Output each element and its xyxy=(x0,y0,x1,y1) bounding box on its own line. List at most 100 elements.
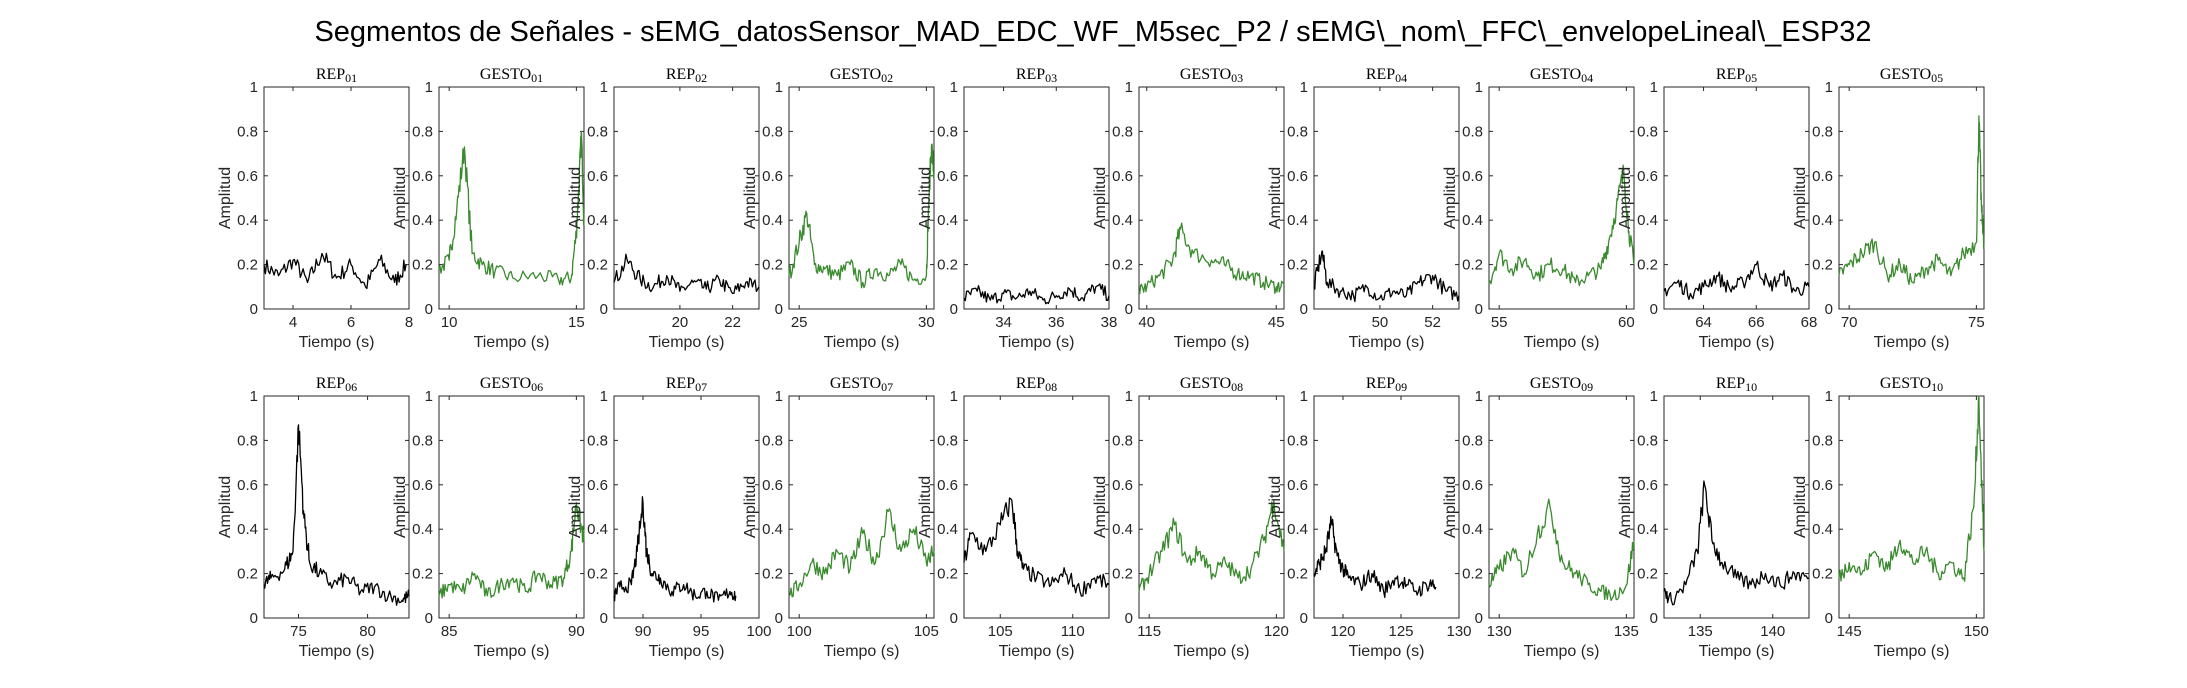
x-tick-label: 68 xyxy=(1801,314,1818,331)
y-tick-label: 1 xyxy=(600,388,608,405)
x-axis-label: Tiempo (s) xyxy=(1349,334,1425,351)
y-tick-label: 0.6 xyxy=(1637,477,1658,494)
axes-box xyxy=(1838,86,1985,310)
signal-line xyxy=(1313,250,1460,303)
y-tick-label: 1 xyxy=(1650,79,1658,96)
y-tick-label: 1 xyxy=(1475,388,1483,405)
panel-title: REP08 xyxy=(1016,375,1057,394)
panel-gesto-01: GESTO01 0 0.2 0.4 0.6 0.8 1 10 15 Tiempo (s) Ampli… xyxy=(392,66,585,351)
y-tick-label: 0.4 xyxy=(412,212,433,229)
y-tick-label: 0.8 xyxy=(1462,432,1483,449)
y-tick-label: 0.8 xyxy=(1462,123,1483,140)
y-axis-label: Amplitud xyxy=(1617,167,1634,229)
x-tick-label: 115 xyxy=(1137,623,1161,640)
y-tick-label: 0.2 xyxy=(937,566,958,583)
y-tick-label: 0.6 xyxy=(587,477,608,494)
y-tick-label: 1 xyxy=(1300,388,1308,405)
x-axis-label: Tiempo (s) xyxy=(824,334,900,351)
y-tick-label: 0.2 xyxy=(1812,566,1833,583)
x-tick-label: 100 xyxy=(746,623,771,640)
y-tick-label: 0 xyxy=(425,610,433,627)
y-tick-label: 1 xyxy=(1825,79,1833,96)
x-axis-label: Tiempo (s) xyxy=(824,643,900,660)
x-tick-label: 20 xyxy=(672,314,689,331)
y-tick-label: 0.6 xyxy=(762,477,783,494)
x-tick-label: 64 xyxy=(1695,314,1712,331)
y-tick-label: 0.6 xyxy=(1812,168,1833,185)
y-tick-label: 0.8 xyxy=(237,123,258,140)
x-tick-label: 85 xyxy=(441,623,458,640)
y-tick-label: 0.2 xyxy=(1462,257,1483,274)
x-tick-label: 135 xyxy=(1688,623,1713,640)
signal-line xyxy=(1838,395,1985,582)
panel-title: GESTO08 xyxy=(1180,375,1243,394)
y-tick-label: 0.6 xyxy=(237,477,258,494)
y-axis-label: Amplitud xyxy=(1442,476,1459,538)
panel-title: REP07 xyxy=(666,375,707,394)
y-tick-label: 0.2 xyxy=(762,566,783,583)
axes-box xyxy=(613,86,760,310)
y-axis-label: Amplitud xyxy=(917,167,934,229)
x-tick-label: 30 xyxy=(918,314,935,331)
panel-gesto-03: GESTO03 0 0.2 0.4 0.6 0.8 1 40 45 Tiempo (s) Ampli… xyxy=(1092,66,1285,351)
x-axis-label: Tiempo (s) xyxy=(1524,334,1600,351)
y-tick-label: 0.8 xyxy=(1812,123,1833,140)
y-tick-label: 1 xyxy=(1300,79,1308,96)
axes-box xyxy=(1488,395,1635,619)
panel-title: REP02 xyxy=(666,66,707,85)
x-tick-label: 8 xyxy=(405,314,413,331)
y-tick-label: 1 xyxy=(250,79,258,96)
signal-line xyxy=(613,496,737,603)
x-tick-label: 80 xyxy=(359,623,376,640)
y-tick-label: 0 xyxy=(425,301,433,318)
panel-title: GESTO01 xyxy=(480,66,543,85)
y-tick-label: 0.4 xyxy=(1462,212,1483,229)
y-tick-label: 0.8 xyxy=(1112,432,1133,449)
x-axis-label: Tiempo (s) xyxy=(1699,334,1775,351)
y-tick-label: 0.8 xyxy=(1637,432,1658,449)
x-tick-label: 90 xyxy=(635,623,652,640)
y-axis-label: Amplitud xyxy=(742,167,759,229)
x-axis-label: Tiempo (s) xyxy=(474,334,550,351)
x-tick-label: 75 xyxy=(290,623,307,640)
y-tick-label: 0.4 xyxy=(237,521,258,538)
x-tick-label: 60 xyxy=(1618,314,1635,331)
panel-title: REP09 xyxy=(1366,375,1407,394)
axes-box xyxy=(1138,86,1285,310)
axes-box xyxy=(788,395,935,619)
y-tick-label: 0.8 xyxy=(587,432,608,449)
panel-title: GESTO03 xyxy=(1180,66,1243,85)
x-tick-label: 15 xyxy=(568,314,585,331)
y-tick-label: 0.6 xyxy=(412,477,433,494)
panel-rep-10: REP10 0 0.2 0.4 0.6 0.8 1 135 140 Tiempo (s) Ampli… xyxy=(1617,375,1810,660)
axes-box xyxy=(438,395,585,619)
signal-line xyxy=(963,283,1110,305)
y-axis-label: Amplitud xyxy=(1267,167,1284,229)
y-tick-label: 0.2 xyxy=(587,566,608,583)
panel-rep-05: REP05 0 0.2 0.4 0.6 0.8 1 64 66 68 Tiempo (s) Ampli… xyxy=(1617,66,1817,351)
panel-rep-09: REP09 0 0.2 0.4 0.6 0.8 1 120 125 130 Tiempo (s) Am… xyxy=(1267,375,1472,660)
y-tick-label: 0 xyxy=(1300,301,1308,318)
y-tick-label: 0.8 xyxy=(237,432,258,449)
y-tick-label: 0 xyxy=(775,610,783,627)
x-tick-label: 130 xyxy=(1487,623,1512,640)
y-tick-label: 0.8 xyxy=(762,432,783,449)
y-tick-label: 0 xyxy=(1475,301,1483,318)
x-tick-label: 6 xyxy=(347,314,355,331)
y-tick-label: 1 xyxy=(250,388,258,405)
y-tick-label: 0.2 xyxy=(937,257,958,274)
y-tick-label: 0.6 xyxy=(1287,168,1308,185)
y-tick-label: 0.2 xyxy=(412,257,433,274)
y-tick-label: 0.2 xyxy=(1637,257,1658,274)
y-tick-label: 0.2 xyxy=(1287,566,1308,583)
y-axis-label: Amplitud xyxy=(1617,476,1634,538)
y-tick-label: 0.4 xyxy=(1637,212,1658,229)
y-tick-label: 0.2 xyxy=(412,566,433,583)
y-axis-label: Amplitud xyxy=(742,476,759,538)
axes-box xyxy=(1488,86,1635,310)
y-tick-label: 0 xyxy=(1650,301,1658,318)
panel-title: REP03 xyxy=(1016,66,1057,85)
x-tick-label: 140 xyxy=(1760,623,1785,640)
y-tick-label: 0.4 xyxy=(1112,521,1133,538)
